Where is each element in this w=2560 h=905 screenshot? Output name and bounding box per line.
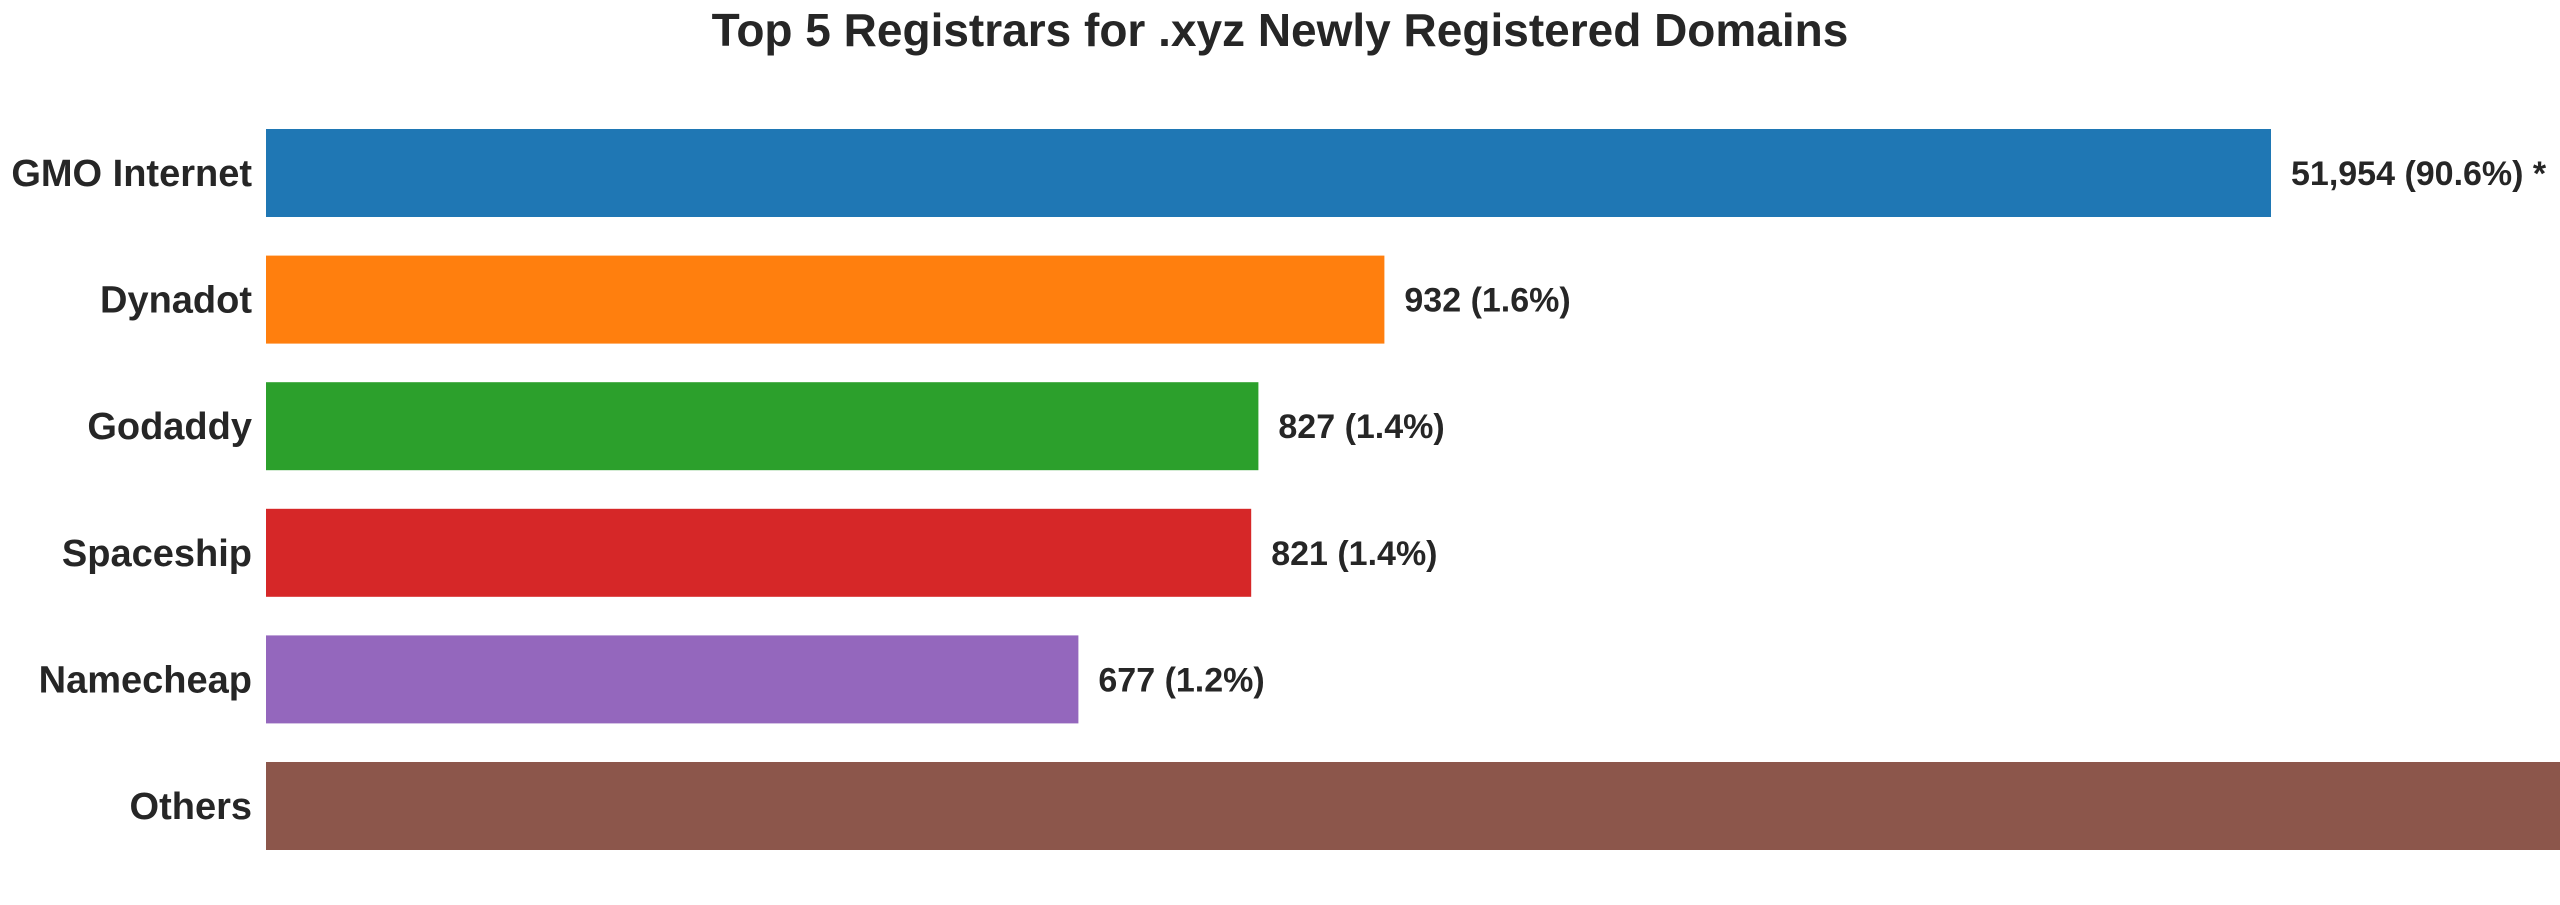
bar-namecheap (266, 635, 1079, 724)
value-label-gmo-internet: 51,954 (90.6%) * (2291, 155, 2547, 193)
value-label-namecheap: 677 (1.2%) (1098, 661, 1264, 699)
bar-spaceship (266, 508, 1252, 597)
bar-godaddy (266, 382, 1259, 471)
bar-gmo-internet (266, 129, 2271, 217)
value-label-dynadot: 932 (1.6%) (1404, 282, 1570, 320)
category-label-gmo-internet: GMO Internet (11, 153, 252, 195)
bar-dynadot (266, 255, 1385, 344)
value-label-godaddy: 827 (1.4%) (1278, 408, 1444, 446)
category-label-namecheap: Namecheap (39, 659, 252, 701)
chart-title: Top 5 Registrars for .xyz Newly Register… (712, 4, 1849, 56)
category-label-dynadot: Dynadot (100, 280, 252, 322)
category-label-godaddy: Godaddy (87, 406, 252, 448)
value-label-spaceship: 821 (1.4%) (1271, 535, 1437, 573)
bar-others (266, 762, 2560, 850)
category-label-spaceship: Spaceship (62, 533, 252, 575)
category-label-others: Others (130, 786, 252, 828)
bars-layer: GMO Internet 51,954 (90.6%) * Dynadot 932 (… (11, 129, 2560, 850)
